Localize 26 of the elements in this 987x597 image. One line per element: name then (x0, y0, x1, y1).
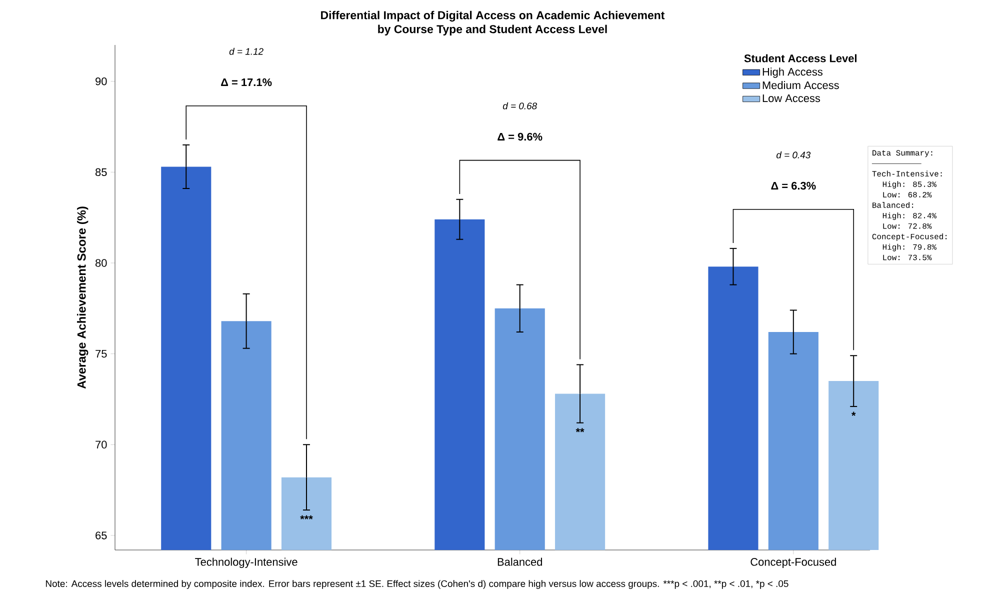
y-tick-label: 70 (96, 440, 107, 449)
y-tick-label: 80 (96, 259, 107, 267)
annotation: Δ = 6.3% (771, 182, 816, 190)
legend-label: Low Access (762, 94, 820, 102)
y-tick-label: 75 (96, 350, 107, 358)
x-tick-label: Concept-Focused (750, 558, 836, 568)
annotation: * (851, 412, 856, 416)
annotation: *** (300, 515, 313, 520)
annotation: d = 0.68 (502, 102, 538, 110)
chart-title: Differential Impact of Digital Access on Academic Achievement (321, 10, 665, 22)
x-tick-label: Technology-Intensive (195, 558, 298, 568)
annotation: ** (576, 428, 584, 432)
y-tick-label: 65 (96, 532, 107, 540)
y-axis-title: Average Achievement Score (%) (77, 206, 88, 389)
annotation: d = 0.43 (776, 151, 811, 158)
x-tick-label: Balanced (498, 558, 542, 566)
annotation: Δ = 9.6% (498, 132, 542, 141)
legend-label: High Access (762, 68, 822, 78)
y-tick-label: 90 (96, 77, 107, 86)
legend-label: Medium Access (762, 81, 839, 90)
legend-title: Student Access Level (744, 54, 856, 62)
y-tick-label: 85 (96, 168, 107, 176)
annotation: Δ = 17.1% (221, 78, 272, 86)
annotation: d = 1.12 (229, 48, 264, 55)
chart-subtitle: by Course Type and Student Access Level (378, 24, 607, 36)
text: Note: Access levels determined by composite index. Error bars represent ±1 SE. Effect sizes (Cohen's d) compare high versus low access groups. ***p < .001, **p < .01, *p < .05 (46, 580, 788, 589)
